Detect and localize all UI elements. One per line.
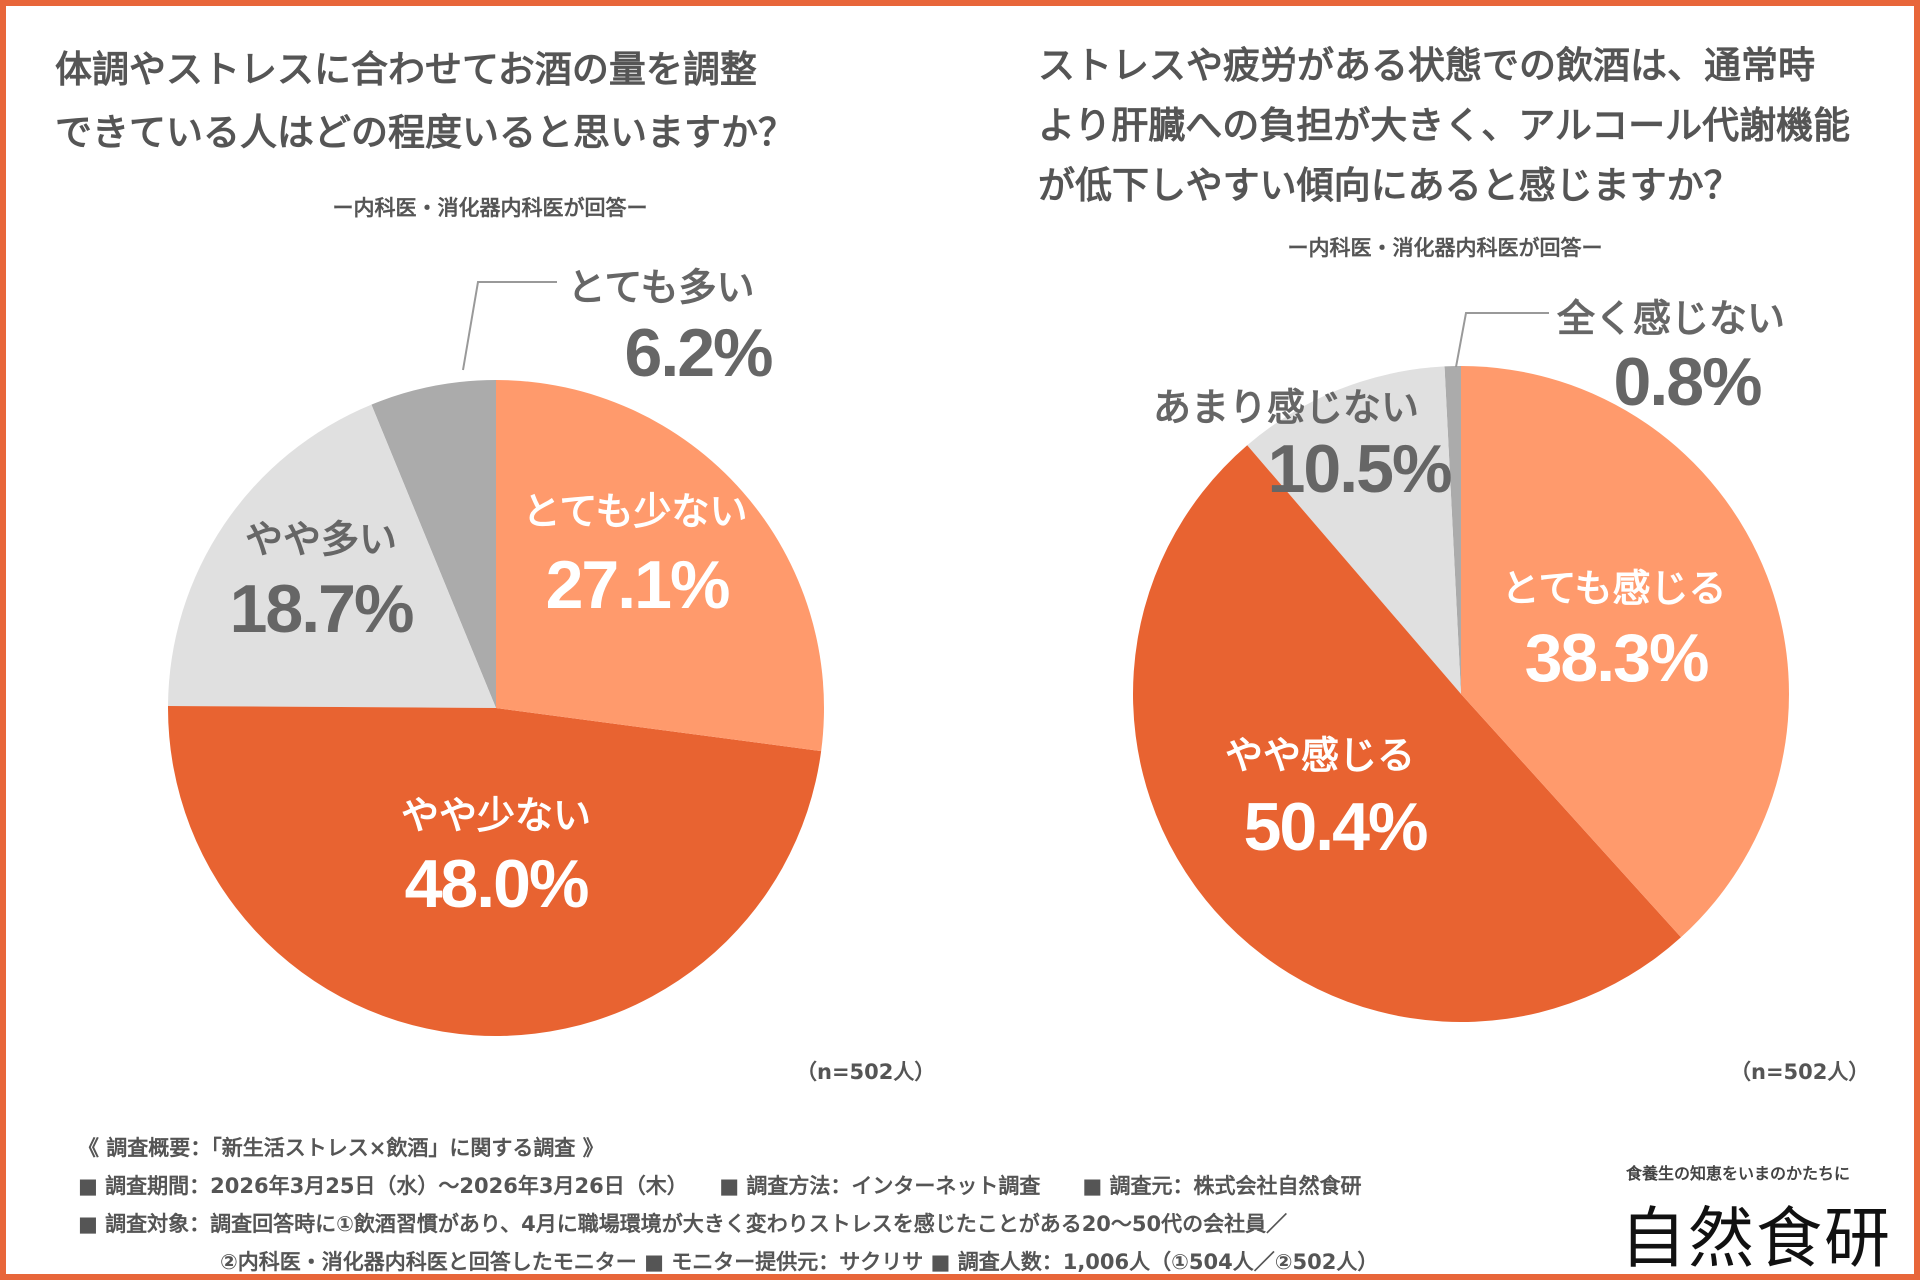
slice-label: やや感じる — [1224, 735, 1416, 778]
slice-value: 10.5% — [1267, 431, 1453, 507]
slice-label: やや少ない — [400, 795, 592, 838]
chart-1-sample-size: （n=502人） — [796, 1060, 936, 1084]
slice-label: あまり感じない — [1152, 387, 1420, 430]
slice-label: やや多い — [244, 519, 398, 562]
chart-1-subtitle: ー内科医・消化器内科医が回答ー — [332, 196, 648, 220]
slice-value: 50.4% — [1243, 789, 1429, 865]
pie-slice — [167, 705, 822, 1036]
logo: 自然食研 — [1620, 1200, 1892, 1277]
slice-label: とても感じる — [1501, 568, 1727, 611]
slice-label: 全く感じない — [1556, 298, 1786, 341]
pie-slice — [168, 404, 496, 708]
slice-label: とても少ない — [522, 491, 748, 534]
logo-tagline: 食養生の知恵をいまのかたちに — [1626, 1164, 1851, 1183]
pie-slice — [1444, 366, 1461, 694]
pie-slice — [1247, 366, 1461, 694]
leader-line — [1455, 312, 1549, 368]
title-line: が低下しやすい傾向にあると感じますか？ — [1038, 164, 1741, 207]
pie-slice — [371, 380, 496, 708]
title-line: ストレスや疲労がある状態での飲酒は、通常時 — [1038, 44, 1815, 87]
slice-value: 48.0% — [404, 846, 590, 922]
chart-1-title: 体調やストレスに合わせてお酒の量を調整 できている人はどの程度いると思いますか？ — [55, 38, 795, 164]
leader-line — [462, 281, 557, 371]
chart-2-sample-size: （n=502人） — [1730, 1060, 1870, 1084]
footer-line: ②内科医・消化器内科医と回答したモニター ■ モニター提供元：サクリサ ■ 調査… — [220, 1250, 1379, 1274]
pie-slice — [496, 380, 825, 752]
footer-line: ■ 調査対象：調査回答時に①飲酒習慣があり、4月に職場環境が大きく変わりストレス… — [78, 1212, 1288, 1236]
slice-value: 18.7% — [229, 571, 415, 647]
slice-value: 27.1% — [545, 547, 731, 623]
footer-line: ■ 調査期間：2026年3月25日（水）～2026年3月26日（木） ■ 調査方… — [78, 1174, 1362, 1198]
chart-2-subtitle: ー内科医・消化器内科医が回答ー — [1287, 236, 1603, 260]
slice-value: 0.8% — [1613, 344, 1763, 420]
pie-slice — [1461, 366, 1789, 938]
chart-2-title: ストレスや疲労がある状態での飲酒は、通常時 より肝臓への負担が大きく、アルコール… — [1038, 36, 1850, 216]
slice-value: 38.3% — [1524, 620, 1710, 696]
title-line: 体調やストレスに合わせてお酒の量を調整 — [55, 48, 757, 91]
title-line: できている人はどの程度いると思いますか？ — [55, 111, 795, 154]
slice-value: 6.2% — [624, 315, 774, 391]
title-line: より肝臓への負担が大きく、アルコール代謝機能 — [1038, 104, 1851, 147]
pie-slice — [1133, 445, 1681, 1022]
slice-label: とても多い — [567, 267, 755, 310]
footer-heading: 《 調査概要：「新生活ストレス×飲酒」に関する調査 》 — [78, 1136, 604, 1160]
